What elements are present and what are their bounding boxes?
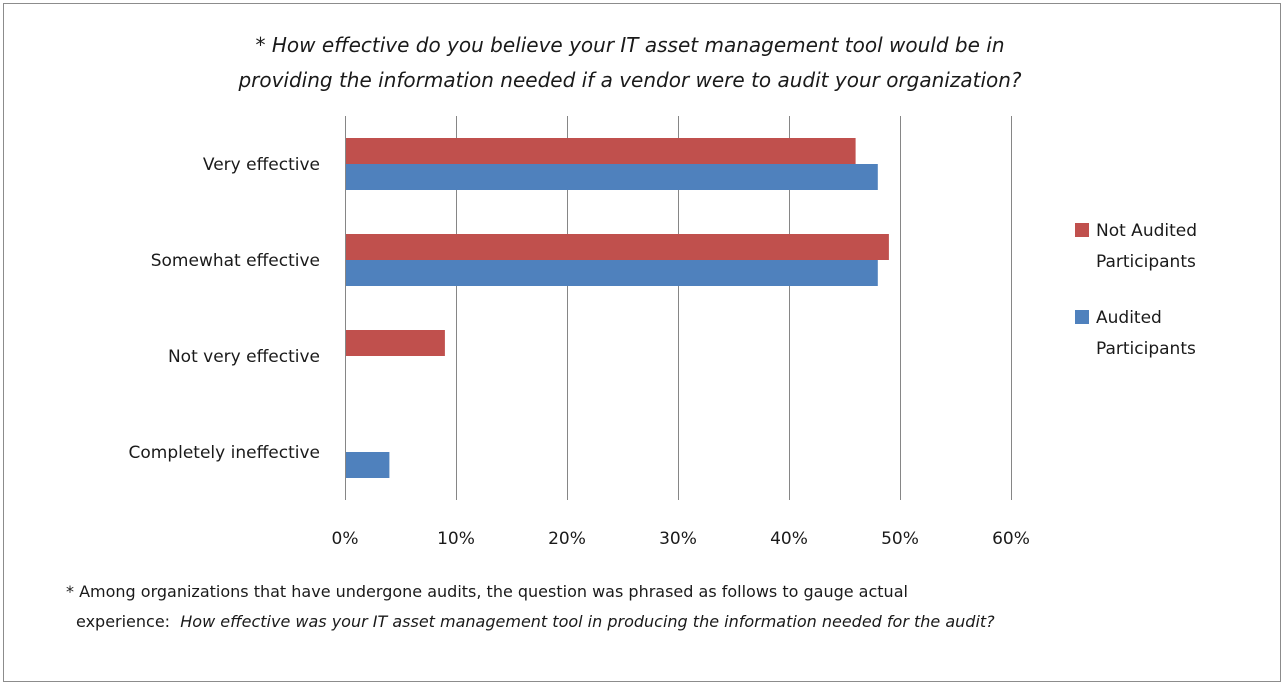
x-tick-label: 0%: [332, 529, 359, 549]
bar-not-audited: [346, 138, 856, 164]
footnote-line-2: experience: How effective was your IT as…: [76, 607, 995, 637]
bar-not-audited: [346, 234, 889, 260]
legend-label: Audited: [1096, 308, 1162, 328]
chart-frame: [3, 3, 1281, 682]
legend-swatch-audited: [1075, 310, 1089, 324]
chart-title-line-2: providing the information needed if a ve…: [238, 68, 1022, 92]
legend-label: Not Audited: [1096, 221, 1197, 241]
category-label: Not very effective: [168, 347, 320, 367]
x-tick-label: 10%: [437, 529, 475, 549]
legend-label: Participants: [1096, 252, 1196, 272]
footnote-line-1: * Among organizations that have undergon…: [66, 582, 908, 601]
footnote-prefix: experience:: [76, 612, 171, 631]
x-tick-label: 30%: [659, 529, 697, 549]
footnote-italic-question: How effective was your IT asset manageme…: [180, 612, 995, 631]
bar-not-audited: [346, 330, 445, 356]
legend-swatch-not-audited: [1075, 223, 1089, 237]
category-label: Very effective: [203, 155, 320, 175]
bar-audited: [346, 164, 878, 190]
x-tick-label: 40%: [770, 529, 808, 549]
bar-audited: [346, 260, 878, 286]
category-label: Somewhat effective: [151, 251, 320, 271]
bar-audited: [346, 452, 390, 478]
legend-label: Participants: [1096, 339, 1196, 359]
category-label: Completely ineffective: [129, 443, 321, 463]
x-tick-label: 20%: [548, 529, 586, 549]
chart-title-line-1: * How effective do you believe your IT a…: [255, 33, 1005, 57]
x-tick-label: 50%: [881, 529, 919, 549]
x-tick-label: 60%: [992, 529, 1030, 549]
